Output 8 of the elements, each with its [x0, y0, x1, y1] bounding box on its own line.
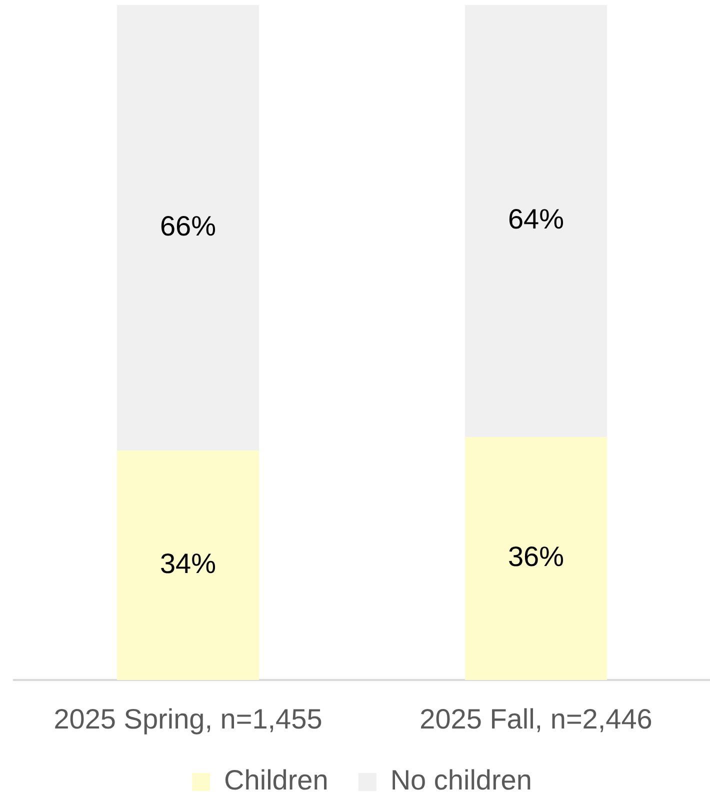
x-tick-label: 2025 Fall, n=2,446	[420, 704, 652, 735]
legend-label: Children	[224, 764, 328, 792]
data-label: 66%	[160, 210, 216, 242]
data-label: 64%	[508, 204, 564, 235]
data-label: 34%	[160, 548, 216, 579]
data-label: 36%	[508, 541, 564, 572]
x-tick-label: 2025 Spring, n=1,455	[54, 704, 322, 735]
legend-label: No children	[390, 764, 532, 792]
